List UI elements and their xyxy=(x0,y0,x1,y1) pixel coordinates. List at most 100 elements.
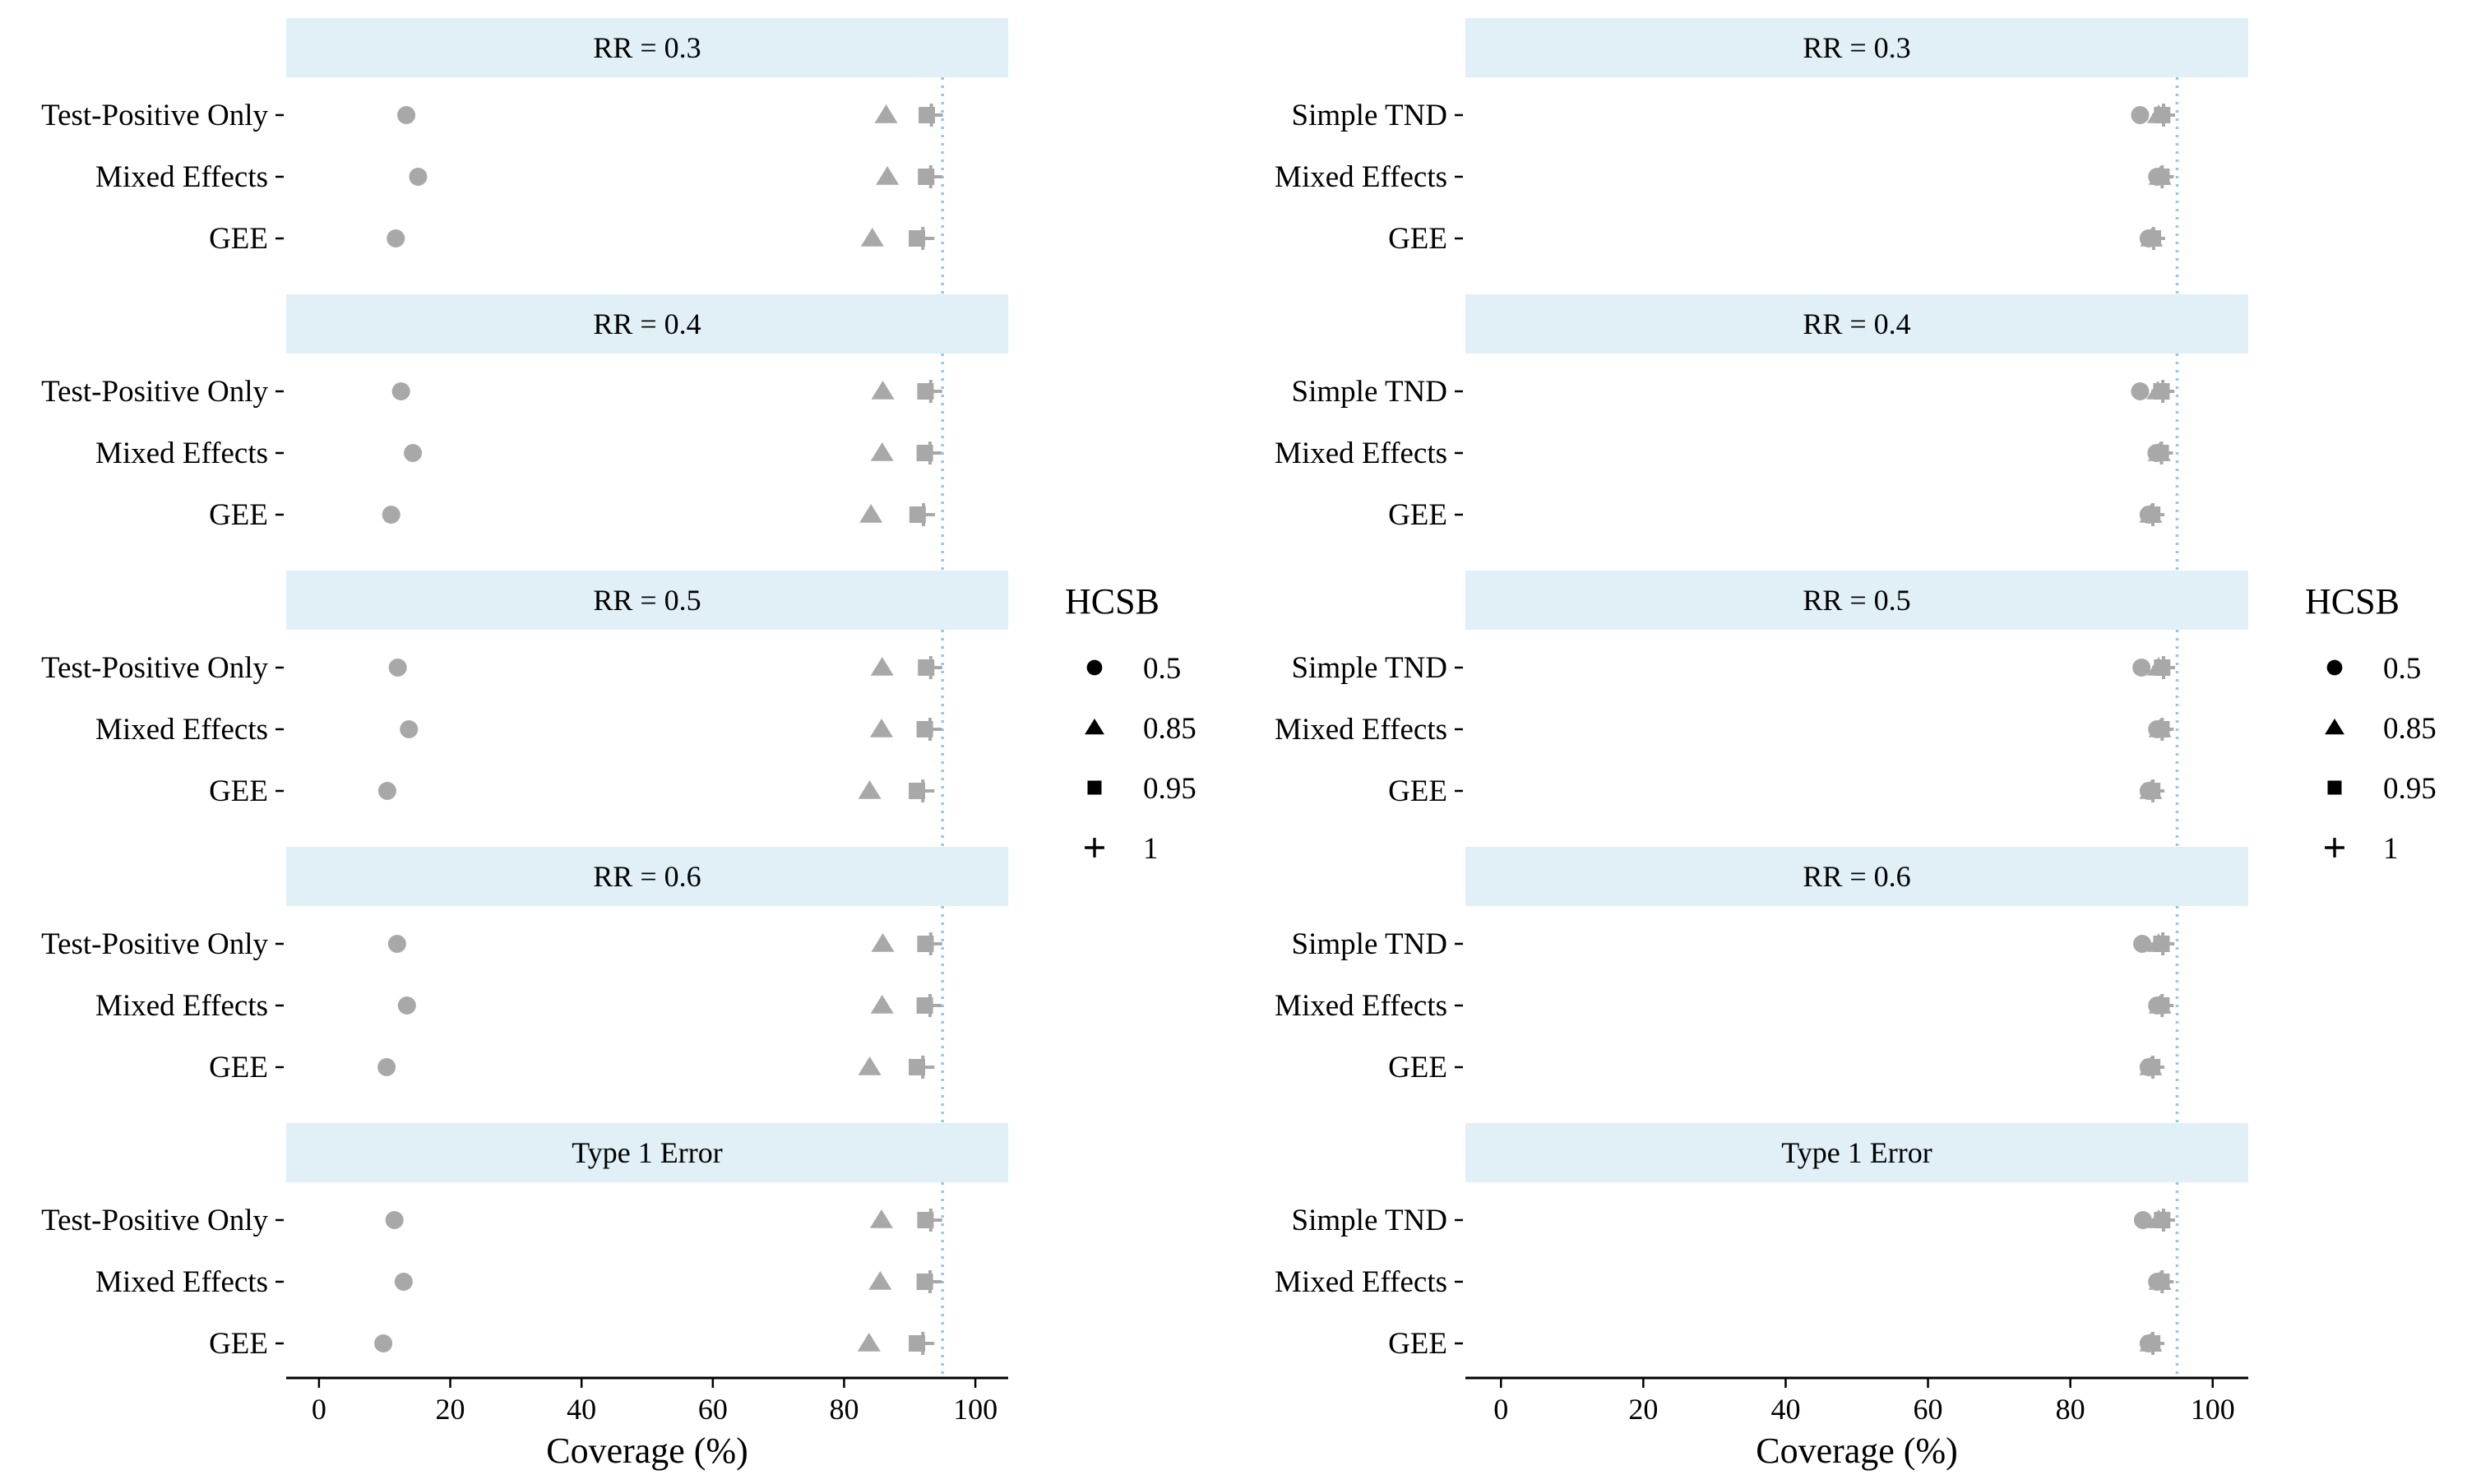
data-point-simple-tnd-hcsb-0-5 xyxy=(2133,1211,2152,1229)
facet-strip xyxy=(286,294,1008,354)
legend-label: 0.85 xyxy=(2383,712,2437,746)
legend: HCSB 0.5 0.85 0.95 1 xyxy=(2305,581,2437,866)
facet-strip-label: RR = 0.6 xyxy=(1803,860,1910,893)
facet-strip xyxy=(1465,847,2248,906)
data-point-mixed-effects-hcsb-0-85 xyxy=(870,442,894,461)
y-tick-label: Mixed Effects xyxy=(95,160,268,194)
data-point-mixed-effects-hcsb-1 xyxy=(2150,718,2174,741)
y-tick-label: Test-Positive Only xyxy=(41,375,268,409)
data-point-gee-hcsb-0-5 xyxy=(382,506,400,524)
y-tick-label: Mixed Effects xyxy=(95,437,268,470)
y-tick-label: Test-Positive Only xyxy=(41,927,268,961)
legend-key-circle xyxy=(1086,659,1103,676)
y-tick-label: Simple TND xyxy=(1292,99,1447,132)
data-point-gee-hcsb-1 xyxy=(911,1332,935,1355)
data-point-test-positive-only-hcsb-1 xyxy=(919,656,942,679)
y-tick-label: GEE xyxy=(209,774,268,808)
data-point-test-positive-only-hcsb-0-85 xyxy=(870,657,894,676)
y-tick-label: Mixed Effects xyxy=(1275,160,1447,194)
facet-strip-label: RR = 0.4 xyxy=(1803,307,1910,340)
y-tick-label: GEE xyxy=(209,1051,268,1084)
y-tick-label: GEE xyxy=(1388,774,1447,808)
facet-rr-0-3: RR = 0.3 Simple TND Mixed Effects GEE xyxy=(1275,18,2248,294)
data-point-mixed-effects-hcsb-0-85 xyxy=(869,719,893,737)
data-point-simple-tnd-hcsb-1 xyxy=(2151,380,2175,403)
facet-strip xyxy=(1465,571,2248,630)
x-tick-label: 40 xyxy=(567,1393,596,1426)
data-point-mixed-effects-hcsb-0-5 xyxy=(400,720,419,738)
facet-type-1-error: Type 1 Error Simple TND Mixed Effects GEE xyxy=(1275,1123,2248,1378)
data-point-gee-hcsb-1 xyxy=(911,1056,935,1079)
data-point-gee-hcsb-0-85 xyxy=(860,228,884,247)
facet-rr-0-3: RR = 0.3 Test-Positive Only Mixed Effects G… xyxy=(41,18,1008,294)
y-tick-label: Mixed Effects xyxy=(95,713,268,747)
data-point-mixed-effects-hcsb-1 xyxy=(919,442,942,465)
legend: HCSB 0.5 0.85 0.95 1 xyxy=(1065,581,1196,866)
data-point-gee-hcsb-1 xyxy=(911,779,935,802)
y-tick-label: Simple TND xyxy=(1292,1204,1447,1237)
data-point-test-positive-only-hcsb-0-85 xyxy=(871,381,895,400)
data-point-test-positive-only-hcsb-1 xyxy=(919,1209,942,1232)
data-point-gee-hcsb-1 xyxy=(2141,779,2165,802)
data-point-mixed-effects-hcsb-1 xyxy=(919,718,942,741)
data-point-test-positive-only-hcsb-0-5 xyxy=(391,382,410,400)
x-tick-label: 0 xyxy=(1493,1393,1508,1426)
facet-strip-label: RR = 0.5 xyxy=(593,584,701,617)
facet-strip xyxy=(1465,1123,2248,1182)
legend-label: 0.95 xyxy=(2383,772,2437,806)
legend-key-square xyxy=(2327,780,2342,795)
data-point-test-positive-only-hcsb-0-5 xyxy=(387,935,406,953)
facet-strip-label: RR = 0.4 xyxy=(593,307,701,340)
facet-strip-label: RR = 0.6 xyxy=(593,860,701,893)
data-point-mixed-effects-hcsb-1 xyxy=(2150,1270,2174,1293)
x-tick-label: 20 xyxy=(436,1393,465,1426)
data-point-gee-hcsb-1 xyxy=(2141,1332,2165,1355)
data-point-gee-hcsb-0-5 xyxy=(377,1058,396,1076)
x-tick-label: 80 xyxy=(829,1393,859,1426)
legend-key-triangle xyxy=(1085,718,1104,735)
legend-key-plus xyxy=(1085,838,1104,858)
y-tick-label: Test-Positive Only xyxy=(41,1204,268,1237)
y-tick-label: GEE xyxy=(1388,1051,1447,1084)
data-point-gee-hcsb-0-85 xyxy=(859,504,883,523)
data-point-mixed-effects-hcsb-1 xyxy=(919,1270,942,1293)
y-tick-label: GEE xyxy=(1388,1327,1447,1361)
legend-label: 1 xyxy=(1143,832,1159,866)
x-tick-label: 40 xyxy=(1770,1393,1800,1426)
facet-strip-label: Type 1 Error xyxy=(1781,1136,1932,1169)
x-tick-label: 100 xyxy=(2191,1393,2235,1426)
data-point-mixed-effects-hcsb-0-85 xyxy=(868,1271,892,1290)
legend-title: HCSB xyxy=(2305,581,2400,622)
x-axis: 0 20 40 60 80 100 Coverage (%) xyxy=(1465,1376,2248,1471)
facet-strip xyxy=(286,1123,1008,1182)
legend-key-plus xyxy=(2325,838,2344,858)
data-point-test-positive-only-hcsb-1 xyxy=(919,932,942,955)
x-tick-label: 60 xyxy=(1914,1393,1943,1426)
legend-label: 0.5 xyxy=(2383,652,2421,686)
legend-label: 0.85 xyxy=(1143,712,1196,746)
x-tick-label: 20 xyxy=(1628,1393,1658,1426)
facet-rr-0-4: RR = 0.4 Simple TND Mixed Effects GEE xyxy=(1275,294,2248,571)
legend-label: 1 xyxy=(2383,832,2399,866)
data-point-gee-hcsb-1 xyxy=(912,503,936,526)
data-point-simple-tnd-hcsb-0-5 xyxy=(2132,659,2151,677)
y-tick-label: Mixed Effects xyxy=(1275,437,1447,470)
data-point-gee-hcsb-0-85 xyxy=(857,1333,881,1352)
data-point-test-positive-only-hcsb-0-85 xyxy=(869,1209,893,1228)
data-point-mixed-effects-hcsb-0-85 xyxy=(876,166,900,185)
legend-label: 0.95 xyxy=(1143,772,1196,806)
y-tick-label: Simple TND xyxy=(1292,375,1447,409)
data-point-gee-hcsb-0-5 xyxy=(386,229,405,247)
data-point-mixed-effects-hcsb-0-5 xyxy=(409,168,428,186)
x-tick-label: 80 xyxy=(2056,1393,2085,1426)
facet-strip-label: RR = 0.5 xyxy=(1803,584,1910,617)
data-point-test-positive-only-hcsb-0-5 xyxy=(385,1211,404,1229)
y-tick-label: Test-Positive Only xyxy=(41,99,268,132)
y-tick-label: Mixed Effects xyxy=(1275,989,1447,1023)
y-tick-label: GEE xyxy=(209,498,268,532)
y-tick-label: Simple TND xyxy=(1292,927,1447,961)
data-point-simple-tnd-hcsb-1 xyxy=(2152,656,2176,679)
data-point-gee-hcsb-0-5 xyxy=(377,782,396,800)
data-point-mixed-effects-hcsb-1 xyxy=(919,994,942,1017)
